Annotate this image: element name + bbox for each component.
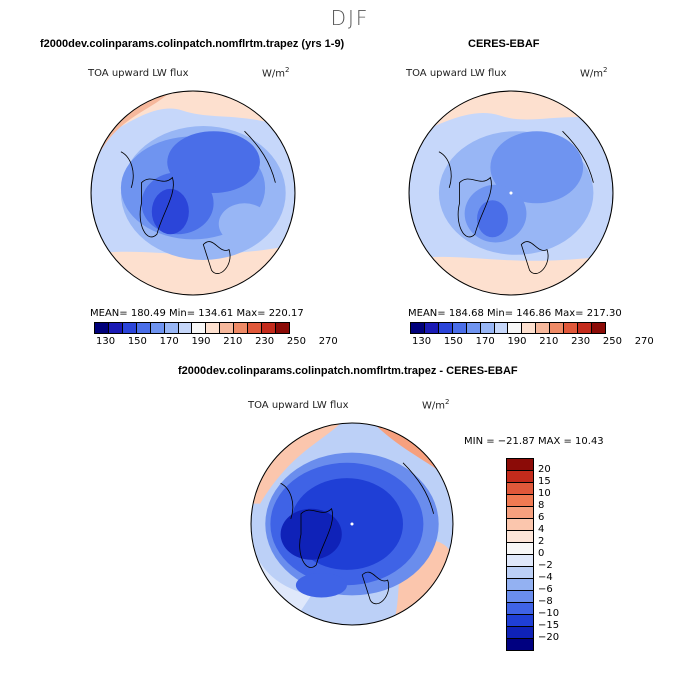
colorbar-label: 6 bbox=[538, 512, 545, 523]
colorbar-label: 20 bbox=[538, 464, 551, 475]
colorbar-label: 15 bbox=[538, 476, 551, 487]
colorbar-label: 210 bbox=[223, 336, 243, 347]
colorbar-label: 190 bbox=[191, 336, 211, 347]
left-polar-map bbox=[90, 90, 296, 296]
colorbar-label: 270 bbox=[318, 336, 338, 347]
colorbar-label: 10 bbox=[538, 488, 551, 499]
colorbar-label: 170 bbox=[475, 336, 495, 347]
colorbar-label: 4 bbox=[538, 524, 545, 535]
colorbar-label: −15 bbox=[538, 620, 560, 631]
left-stats: MEAN= 180.49 Min= 134.61 Max= 220.17 bbox=[90, 308, 304, 319]
colorbar-label: −2 bbox=[538, 560, 553, 571]
colorbar-label: 250 bbox=[286, 336, 306, 347]
colorbar-label: 190 bbox=[507, 336, 527, 347]
left-panel-title: f2000dev.colinparams.colinpatch.nomflrtm… bbox=[40, 38, 345, 50]
diff-polar-map bbox=[250, 422, 454, 626]
right-colorbar-labels: 130 150 170 190 210 230 250 270 bbox=[412, 336, 654, 347]
diff-colorbar-labels: 20 15 10 8 6 4 2 0 −2 −4 −6 −8 −10 −15 −… bbox=[538, 458, 578, 658]
colorbar-label: 2 bbox=[538, 536, 545, 547]
diff-variable-label: TOA upward LW flux bbox=[248, 400, 349, 411]
right-variable-label: TOA upward LW flux bbox=[406, 68, 507, 79]
colorbar-label: 150 bbox=[443, 336, 463, 347]
colorbar-label: 230 bbox=[571, 336, 591, 347]
left-colorbar bbox=[94, 322, 290, 334]
colorbar-label: 210 bbox=[539, 336, 559, 347]
diff-minmax: MIN = −21.87 MAX = 10.43 bbox=[464, 436, 604, 447]
right-stats: MEAN= 184.68 Min= 146.86 Max= 217.30 bbox=[408, 308, 622, 319]
right-panel-title: CERES-EBAF bbox=[468, 38, 540, 50]
left-colorbar-labels: 130 150 170 190 210 230 250 270 bbox=[96, 336, 338, 347]
colorbar-label: −20 bbox=[538, 632, 560, 643]
colorbar-label: 8 bbox=[538, 500, 545, 511]
colorbar-label: 130 bbox=[96, 336, 116, 347]
diff-units-label: W/m2 bbox=[422, 398, 450, 412]
left-variable-label: TOA upward LW flux bbox=[88, 68, 189, 79]
right-polar-map bbox=[408, 90, 614, 296]
colorbar-label: 270 bbox=[634, 336, 654, 347]
season-title: DJF bbox=[330, 6, 370, 30]
diff-colorbar bbox=[506, 458, 534, 651]
left-units-label: W/m2 bbox=[262, 66, 290, 80]
colorbar-label: −10 bbox=[538, 608, 560, 619]
colorbar-label: −6 bbox=[538, 584, 553, 595]
right-units-label: W/m2 bbox=[580, 66, 608, 80]
right-colorbar bbox=[410, 322, 606, 334]
colorbar-label: −4 bbox=[538, 572, 553, 583]
colorbar-label: 130 bbox=[412, 336, 432, 347]
diff-panel-title: f2000dev.colinparams.colinpatch.nomflrtm… bbox=[178, 365, 518, 377]
colorbar-label: 0 bbox=[538, 548, 545, 559]
colorbar-label: 230 bbox=[255, 336, 275, 347]
colorbar-label: 250 bbox=[602, 336, 622, 347]
colorbar-label: 150 bbox=[127, 336, 147, 347]
colorbar-label: −8 bbox=[538, 596, 553, 607]
colorbar-label: 170 bbox=[159, 336, 179, 347]
